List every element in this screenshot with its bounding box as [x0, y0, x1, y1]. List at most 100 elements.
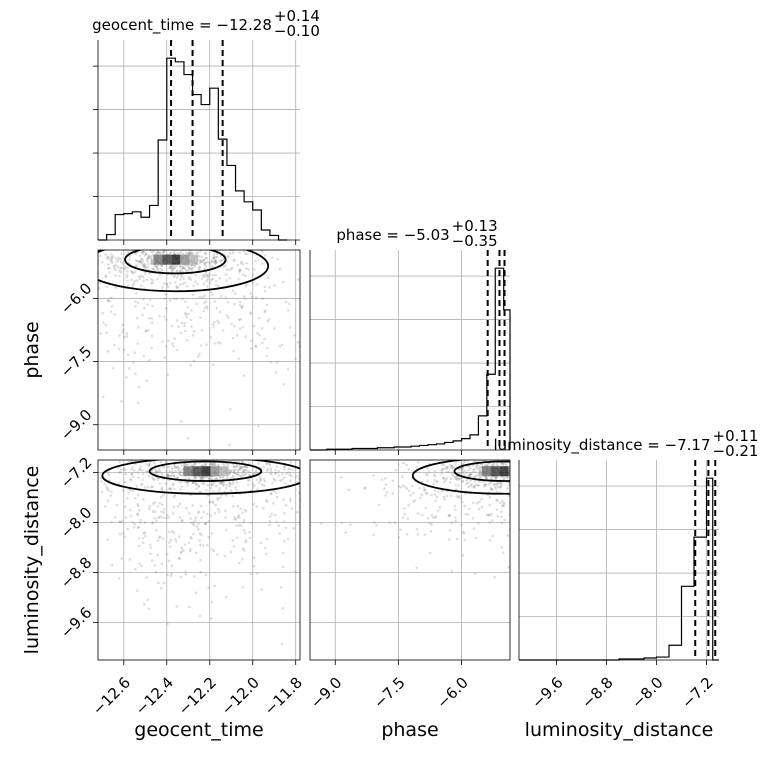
sample-point	[260, 588, 263, 591]
sample-point	[248, 479, 251, 482]
sample-point	[211, 277, 215, 281]
sample-point	[198, 352, 201, 356]
title-minus-error: −0.10	[274, 22, 320, 40]
sample-point	[178, 556, 181, 560]
sample-point	[3, 297, 6, 300]
sample-point	[533, 489, 536, 492]
sample-point	[397, 536, 401, 539]
sample-point	[131, 271, 135, 275]
sample-point	[161, 340, 164, 344]
sample-point	[139, 260, 143, 264]
sample-point	[238, 268, 242, 271]
sample-point	[144, 252, 147, 256]
sample-point	[661, 501, 664, 504]
sample-point	[139, 465, 143, 469]
density-bin	[183, 466, 193, 477]
sample-point	[501, 504, 504, 508]
sample-point	[149, 546, 153, 549]
y-tick-label: −8.8	[57, 553, 95, 591]
panel-title-geocent_time: geocent_time = −12.28	[92, 16, 272, 35]
sample-point	[245, 465, 249, 469]
sample-point	[164, 460, 168, 464]
sample-point	[137, 385, 141, 389]
sample-point	[210, 260, 213, 264]
sample-point	[579, 494, 582, 497]
sample-point	[475, 501, 479, 505]
sample-point	[246, 252, 249, 256]
sample-point	[558, 477, 561, 480]
sample-point	[274, 472, 277, 475]
sample-point	[501, 462, 505, 465]
sample-point	[540, 549, 543, 552]
sample-point	[244, 472, 248, 476]
sample-point	[488, 457, 491, 460]
sample-point	[117, 256, 121, 260]
sample-point	[159, 267, 163, 271]
sample-point	[205, 273, 208, 277]
sample-point	[191, 266, 194, 270]
sample-point	[203, 273, 206, 276]
sample-point	[416, 460, 420, 464]
sample-point	[9, 357, 12, 360]
sample-point	[445, 494, 449, 498]
sample-point	[232, 465, 236, 469]
sample-point	[534, 515, 537, 518]
sample-point	[384, 493, 387, 497]
sample-point	[477, 483, 480, 487]
sample-point	[161, 537, 165, 540]
sample-point	[485, 476, 488, 480]
sample-point	[178, 557, 181, 561]
sample-point	[183, 324, 186, 328]
sample-point	[528, 476, 531, 479]
sample-point	[131, 466, 135, 469]
sample-point	[476, 463, 479, 467]
sample-point	[348, 550, 351, 553]
sample-point	[168, 469, 171, 473]
sample-point	[146, 598, 150, 602]
sample-point	[534, 471, 537, 474]
sample-point	[397, 485, 401, 488]
sample-point	[248, 473, 251, 477]
sample-point	[120, 400, 123, 403]
sample-point	[2, 277, 5, 280]
sample-point	[153, 240, 156, 243]
sample-point	[156, 265, 159, 268]
sample-point	[415, 527, 419, 531]
sample-point	[281, 607, 285, 610]
sample-point	[495, 482, 499, 486]
sample-point	[576, 508, 579, 511]
sample-point	[158, 482, 162, 485]
sample-point	[489, 512, 493, 516]
sample-point	[440, 463, 444, 466]
sample-point	[136, 301, 140, 305]
sample-point	[54, 480, 57, 483]
sample-point	[149, 281, 153, 285]
sample-point	[229, 550, 233, 554]
sample-point	[190, 537, 193, 540]
sample-point	[167, 487, 171, 491]
sample-point	[454, 483, 457, 487]
sample-point	[252, 324, 256, 328]
sample-point	[503, 501, 506, 505]
sample-point	[237, 523, 241, 527]
sample-point	[141, 242, 144, 245]
sample-point	[282, 498, 285, 501]
sample-point	[172, 531, 176, 535]
sample-point	[550, 478, 553, 481]
sample-point	[510, 469, 513, 472]
sample-point	[114, 257, 118, 260]
sample-point	[121, 328, 125, 331]
sample-point	[155, 471, 159, 475]
sample-point	[437, 509, 440, 512]
sample-point	[231, 251, 235, 255]
sample-point	[242, 295, 246, 298]
sample-point	[457, 496, 460, 499]
sample-point	[118, 451, 121, 454]
sample-point	[679, 482, 682, 485]
sample-point	[473, 475, 476, 478]
sample-point	[269, 492, 273, 496]
sample-point	[496, 514, 499, 518]
sample-point	[114, 274, 117, 277]
sample-point	[480, 497, 483, 501]
sample-point	[490, 519, 494, 522]
